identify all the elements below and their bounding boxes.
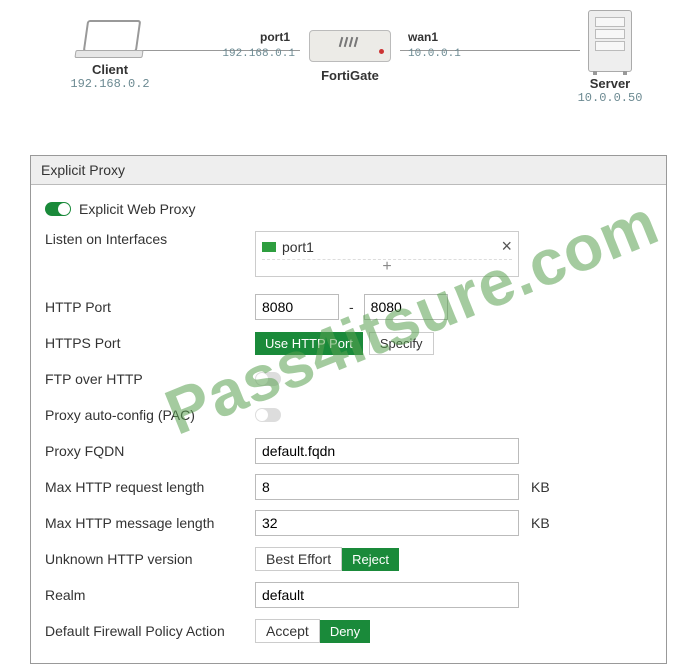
fg-right-port: wan1 bbox=[408, 30, 468, 44]
pac-label: Proxy auto-config (PAC) bbox=[45, 407, 255, 423]
policy-deny-button[interactable]: Deny bbox=[320, 620, 370, 643]
http-port-to-input[interactable] bbox=[364, 294, 448, 320]
panel-title: Explicit Proxy bbox=[31, 156, 666, 185]
listen-interfaces-field[interactable]: port1 × + bbox=[255, 231, 519, 277]
listen-interfaces-label: Listen on Interfaces bbox=[45, 231, 255, 247]
server-icon bbox=[588, 10, 632, 72]
laptop-icon bbox=[75, 20, 145, 58]
http-port-label: HTTP Port bbox=[45, 299, 255, 315]
add-interface-button[interactable]: + bbox=[262, 259, 512, 274]
ftp-over-http-label: FTP over HTTP bbox=[45, 371, 255, 387]
max-msg-length-label: Max HTTP message length bbox=[45, 515, 255, 531]
fg-left-ip: 192.168.0.1 bbox=[215, 48, 295, 60]
https-specify-button[interactable]: Specify bbox=[369, 332, 434, 355]
kb-unit-2: KB bbox=[531, 515, 550, 531]
server-label: Server bbox=[570, 76, 650, 91]
network-topology: Client 192.168.0.2 port1 192.168.0.1 For… bbox=[0, 0, 697, 155]
proxy-fqdn-input[interactable] bbox=[255, 438, 519, 464]
explicit-web-proxy-label: Explicit Web Proxy bbox=[79, 201, 195, 217]
pac-toggle[interactable] bbox=[255, 408, 281, 422]
server-ip: 10.0.0.50 bbox=[570, 91, 650, 105]
fg-right-ip: 10.0.0.1 bbox=[408, 48, 488, 60]
ftp-over-http-toggle[interactable] bbox=[255, 372, 281, 386]
unknown-reject-button[interactable]: Reject bbox=[342, 548, 399, 571]
fg-left-port: port1 bbox=[230, 30, 290, 44]
client-label: Client bbox=[60, 62, 160, 77]
server-node: Server 10.0.0.50 bbox=[570, 10, 650, 105]
max-msg-length-input[interactable] bbox=[255, 510, 519, 536]
http-port-from-input[interactable] bbox=[255, 294, 339, 320]
clear-interface-icon[interactable]: × bbox=[501, 236, 512, 257]
https-use-http-port-button[interactable]: Use HTTP Port bbox=[255, 332, 363, 355]
max-req-length-input[interactable] bbox=[255, 474, 519, 500]
client-ip: 192.168.0.2 bbox=[60, 77, 160, 91]
proxy-fqdn-label: Proxy FQDN bbox=[45, 443, 255, 459]
unknown-best-effort-button[interactable]: Best Effort bbox=[255, 547, 342, 571]
default-policy-label: Default Firewall Policy Action bbox=[45, 623, 255, 639]
fortigate-label: FortiGate bbox=[300, 68, 400, 83]
max-req-length-label: Max HTTP request length bbox=[45, 479, 255, 495]
explicit-proxy-panel: Explicit Proxy Explicit Web Proxy Listen… bbox=[30, 155, 667, 664]
policy-accept-button[interactable]: Accept bbox=[255, 619, 320, 643]
listen-interface-value: port1 bbox=[282, 239, 314, 255]
kb-unit: KB bbox=[531, 479, 550, 495]
realm-label: Realm bbox=[45, 587, 255, 603]
unknown-http-label: Unknown HTTP version bbox=[45, 551, 255, 567]
explicit-web-proxy-toggle[interactable] bbox=[45, 202, 71, 216]
range-dash: - bbox=[345, 299, 358, 315]
client-node: Client 192.168.0.2 bbox=[60, 20, 160, 91]
https-port-label: HTTPS Port bbox=[45, 335, 255, 351]
fortigate-node: FortiGate bbox=[300, 30, 400, 83]
port-icon bbox=[262, 242, 276, 252]
fortigate-icon bbox=[309, 30, 391, 62]
